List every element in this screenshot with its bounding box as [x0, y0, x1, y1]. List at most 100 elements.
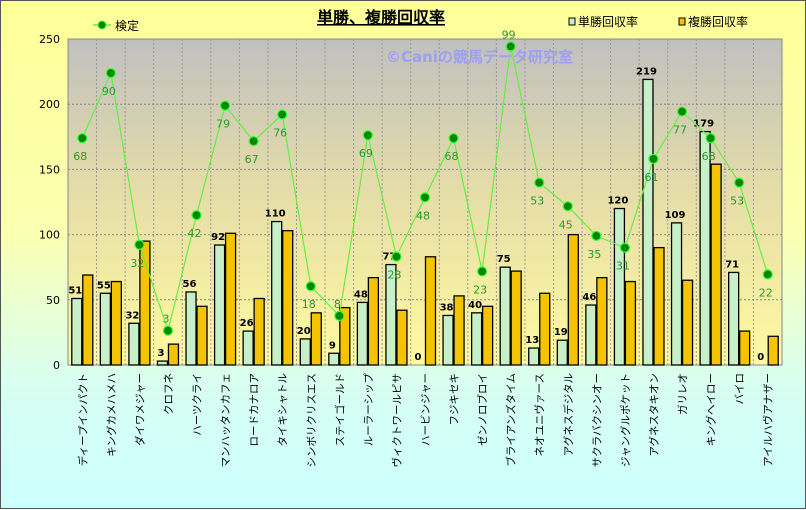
line-point — [477, 266, 488, 277]
line-point — [734, 177, 745, 188]
line-point — [762, 269, 773, 280]
line-point — [77, 133, 88, 144]
line-point-label: 69 — [359, 147, 373, 160]
x-tick-label: ハーツクライ — [192, 373, 204, 436]
bar-place — [282, 230, 294, 366]
line-point-label: 68 — [73, 150, 87, 163]
bar-place — [767, 335, 779, 366]
bar-place — [167, 343, 180, 366]
line-point — [676, 106, 688, 117]
y-tick-label: 250 — [39, 33, 60, 46]
line-point-label: 42 — [188, 227, 202, 240]
line-point-label: 77 — [673, 124, 687, 137]
bar-win-label: 3 — [157, 348, 164, 359]
bar-win — [128, 322, 140, 366]
x-tick-label: ステイゴールド — [333, 373, 346, 447]
x-tick-label: サクラバクシンオー — [591, 373, 603, 467]
x-tick-label: ロードカナロア — [249, 373, 261, 447]
line-point-label: 53 — [530, 195, 544, 208]
bar-win-label: 56 — [183, 279, 197, 290]
x-tick-label: キングカメハメハ — [105, 373, 118, 457]
bar-win — [185, 291, 197, 366]
line-point-label: 3 — [162, 313, 169, 326]
x-tick-label: ブライアンズタイム — [505, 373, 518, 467]
bar-win-label: 109 — [665, 210, 686, 221]
legend-label-test: 検定 — [115, 18, 139, 33]
bar-place — [82, 274, 94, 366]
bar-place — [567, 233, 579, 366]
bar-win — [356, 301, 369, 366]
line-point — [277, 109, 288, 120]
line-point-label: 45 — [559, 218, 573, 231]
line-point — [105, 67, 116, 79]
bar-win — [299, 338, 311, 366]
bar-place — [596, 276, 608, 366]
x-tick-label: タイキシャトル — [277, 373, 289, 447]
bar-win — [556, 339, 568, 366]
line-point-label: 48 — [416, 209, 430, 222]
line-point-label: 67 — [245, 153, 259, 166]
line-point-label: 68 — [445, 150, 459, 163]
bar-place — [653, 246, 665, 366]
bar-win-label: 38 — [440, 302, 454, 313]
bar-place — [681, 279, 694, 366]
bar-place — [224, 232, 237, 366]
legend-label-win: 単勝回収率 — [578, 14, 638, 29]
line-point-label: 90 — [102, 85, 116, 98]
line-point-label: 68 — [702, 150, 716, 163]
bar-place — [453, 295, 465, 366]
line-point — [362, 130, 373, 141]
bar-place — [624, 280, 637, 366]
line-point — [619, 242, 631, 253]
bar-win-label: 9 — [329, 340, 336, 351]
line-point-label: 23 — [473, 283, 487, 296]
bar-win-label: 13 — [525, 335, 539, 346]
bar-win-label: 55 — [97, 280, 111, 291]
bar-place — [481, 305, 494, 366]
line-point-label: 99 — [502, 28, 516, 41]
bar-win — [642, 78, 654, 366]
bar-place — [510, 270, 522, 366]
bar-win — [470, 312, 483, 366]
line-point-label: 28 — [387, 269, 401, 282]
x-tick-label: ネオユニヴァース — [533, 373, 546, 456]
bar-win-label: 110 — [265, 209, 286, 220]
bar-win — [328, 352, 340, 366]
y-tick-label: 100 — [39, 229, 60, 242]
legend-label-place: 複勝回収率 — [688, 14, 748, 29]
bar-win — [728, 271, 740, 366]
y-tick-label: 150 — [39, 163, 60, 176]
x-tick-label: ヴィクトワールピサ — [390, 373, 403, 468]
bar-place — [253, 297, 265, 366]
bar-place — [367, 276, 380, 366]
line-point — [505, 41, 516, 52]
line-point — [334, 310, 345, 321]
line-point-label: 8 — [334, 298, 341, 311]
line-point — [391, 251, 402, 262]
bar-win-label: 19 — [554, 327, 568, 338]
bar-win-label: 0 — [757, 352, 764, 363]
x-tick-label: ルーラーシップ — [363, 373, 375, 447]
bar-place — [139, 240, 151, 366]
bar-win-label: 32 — [125, 310, 139, 321]
line-point-label: 32 — [130, 257, 144, 270]
legend-swatch-win — [568, 17, 576, 26]
bar-win — [242, 330, 254, 366]
y-tick-label: 0 — [53, 359, 60, 372]
line-point — [562, 201, 573, 212]
bar-win-label: 20 — [297, 326, 311, 337]
x-tick-label: キングヘイロー — [705, 373, 718, 446]
line-point-label: 53 — [730, 195, 744, 208]
bar-win — [670, 222, 683, 366]
line-point — [219, 100, 231, 111]
bar-win-label: 0 — [415, 352, 422, 363]
x-tick-label: アイルハヴアナザー — [762, 373, 775, 467]
line-point — [648, 153, 659, 165]
line-point-label: 76 — [273, 127, 287, 140]
bar-win — [528, 347, 540, 366]
bar-win-label: 92 — [211, 232, 225, 243]
line-point — [191, 210, 202, 221]
x-tick-label: ハービンジャー — [420, 373, 432, 446]
legend-dot-marker — [97, 20, 107, 30]
x-tick-label: シンボリクリスエス — [306, 373, 318, 468]
